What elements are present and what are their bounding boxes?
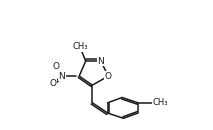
Text: O: O bbox=[49, 79, 56, 88]
Text: CH₃: CH₃ bbox=[72, 42, 88, 51]
Text: N: N bbox=[97, 57, 104, 66]
Text: N: N bbox=[58, 72, 65, 81]
Text: O: O bbox=[52, 62, 59, 71]
Text: CH₃: CH₃ bbox=[153, 98, 168, 107]
Text: O: O bbox=[105, 72, 112, 81]
